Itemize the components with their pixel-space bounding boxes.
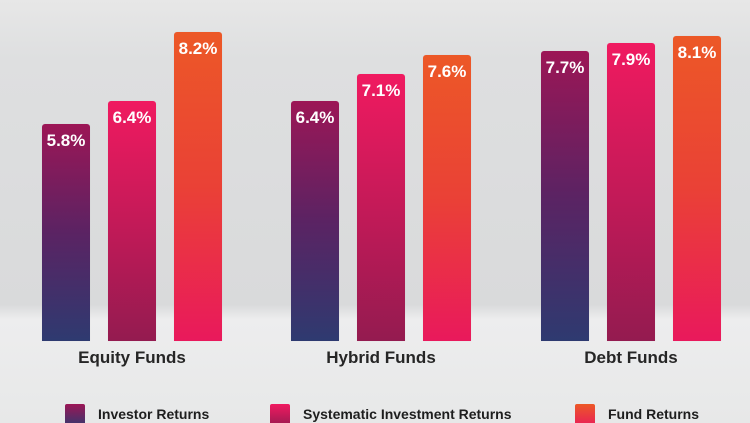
bar-systematic-investment-returns-debt-funds: 7.9%	[607, 43, 655, 341]
bar-value-label: 6.4%	[295, 108, 335, 127]
bar-fund-returns-debt-funds: 8.1%	[673, 36, 721, 341]
bar-value-label: 7.1%	[361, 81, 401, 100]
category-label-equity-funds: Equity Funds	[78, 348, 186, 367]
bar-value-label: 7.9%	[611, 50, 651, 69]
legend-label: Investor Returns	[98, 406, 210, 422]
category-label-debt-funds: Debt Funds	[584, 348, 678, 367]
category-label-hybrid-funds: Hybrid Funds	[326, 348, 436, 367]
bar-value-label: 7.6%	[427, 62, 467, 81]
legend-item-fund-returns: Fund Returns	[575, 404, 699, 423]
bar-value-label: 7.7%	[545, 58, 585, 77]
bar-systematic-investment-returns-hybrid-funds: 7.1%	[357, 74, 405, 341]
bar-value-label: 8.2%	[178, 39, 218, 58]
legend-label: Systematic Investment Returns	[303, 406, 512, 422]
bar-investor-returns-hybrid-funds: 6.4%	[291, 101, 339, 341]
bar-value-label: 6.4%	[112, 108, 152, 127]
legend-item-investor-returns: Investor Returns	[65, 404, 209, 423]
bar-fund-returns-equity-funds: 8.2%	[174, 32, 222, 341]
bar-investor-returns-equity-funds: 5.8%	[42, 124, 90, 341]
legend-item-systematic-investment-returns: Systematic Investment Returns	[270, 404, 512, 423]
bar-fund-returns-hybrid-funds: 7.6%	[423, 55, 471, 341]
bar-value-label: 5.8%	[46, 131, 86, 150]
legend-label: Fund Returns	[608, 406, 699, 422]
legend-swatch-systematic-investment-returns	[270, 404, 290, 423]
bar-value-label: 8.1%	[677, 43, 717, 62]
legend-swatch-fund-returns	[575, 404, 595, 423]
bar-systematic-investment-returns-equity-funds: 6.4%	[108, 101, 156, 341]
bar-investor-returns-debt-funds: 7.7%	[541, 51, 589, 341]
legend-swatch-investor-returns	[65, 404, 85, 423]
